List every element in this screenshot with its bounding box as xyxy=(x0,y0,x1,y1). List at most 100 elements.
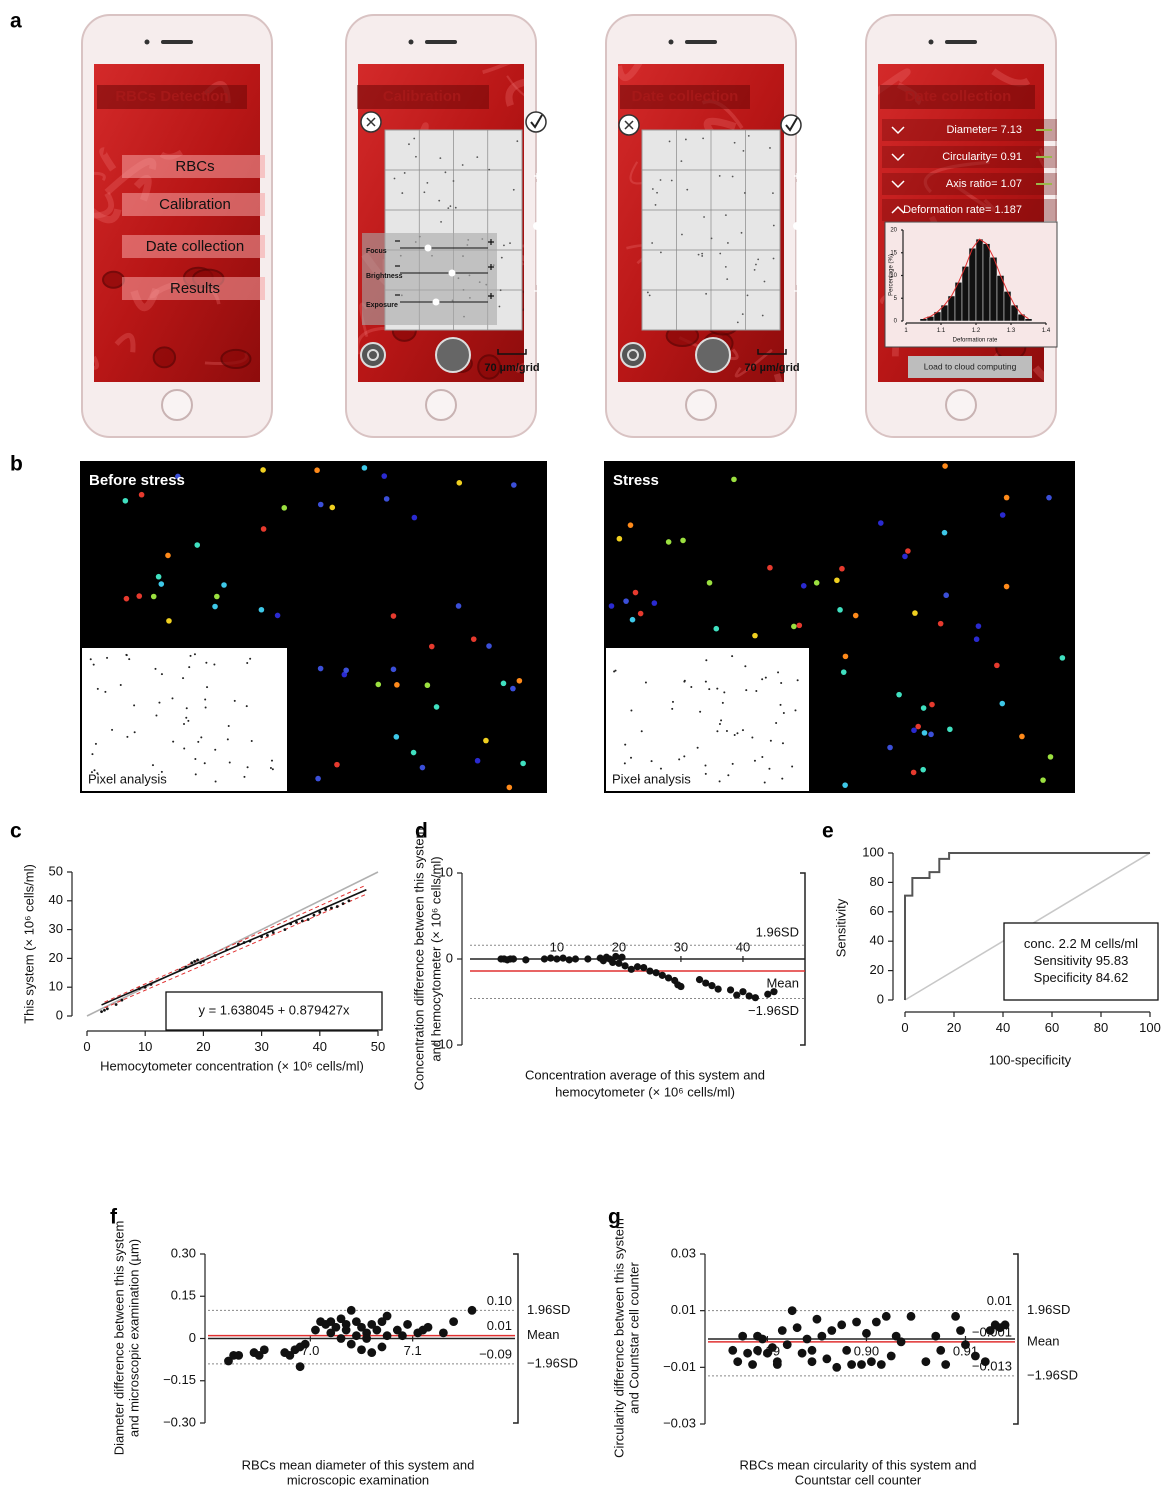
cell-marker xyxy=(456,603,462,609)
x-axis-label: Concentration average of this system and xyxy=(525,1067,765,1082)
pixel-dot xyxy=(155,715,157,717)
data-point xyxy=(951,1312,960,1321)
image-title: Before stress xyxy=(89,472,185,489)
cell-marker xyxy=(938,621,944,627)
capture-button[interactable] xyxy=(696,338,730,372)
cell-marker xyxy=(731,477,737,483)
cell-marker xyxy=(911,770,917,776)
screen-title: Date collection xyxy=(905,88,1012,105)
cell-dot xyxy=(747,294,749,296)
pixel-dot xyxy=(161,673,163,675)
pixel-dot xyxy=(624,762,626,764)
capture-button[interactable] xyxy=(436,338,470,372)
cell-dot xyxy=(423,191,425,193)
x-tick-label: 50 xyxy=(371,1039,385,1054)
pixel-dot xyxy=(726,730,728,732)
data-point xyxy=(296,1343,305,1352)
pixel-dot xyxy=(154,668,156,670)
y-tick-label: 0.03 xyxy=(671,1245,696,1260)
cell-marker xyxy=(429,644,435,650)
settings-icon[interactable] xyxy=(621,343,645,367)
pixel-dot xyxy=(271,760,273,762)
menu-item[interactable]: RBCs xyxy=(175,158,214,175)
cell-marker xyxy=(617,536,623,542)
data-point xyxy=(621,962,628,969)
y-axis-label: This system (× 10⁶ cells/ml) xyxy=(21,864,36,1024)
zoom-knob[interactable] xyxy=(793,222,801,230)
data-point xyxy=(764,991,771,998)
y-tick-label: 50 xyxy=(49,863,63,878)
menu-item[interactable]: Results xyxy=(170,280,220,297)
cell-marker xyxy=(943,592,949,598)
menu-item[interactable]: Calibration xyxy=(159,196,231,213)
cell-marker xyxy=(1019,734,1025,740)
zoom-knob[interactable] xyxy=(533,222,541,230)
pixel-dot xyxy=(182,677,184,679)
x-tick-label: 40 xyxy=(313,1039,327,1054)
cell-marker xyxy=(911,727,917,733)
data-point xyxy=(921,1357,930,1366)
screen-title: RBCs Detection xyxy=(115,88,228,105)
pixel-dot xyxy=(227,738,229,740)
settings-icon[interactable] xyxy=(361,343,385,367)
cell-marker xyxy=(652,600,658,606)
data-point xyxy=(398,1331,407,1340)
check-icon[interactable] xyxy=(526,112,546,132)
slider-knob[interactable] xyxy=(433,299,440,306)
y-tick-label: 0.30 xyxy=(171,1245,196,1260)
data-point xyxy=(877,1360,886,1369)
x-tick-label: 20 xyxy=(612,939,626,954)
data-point xyxy=(510,955,517,962)
data-point xyxy=(372,1326,381,1335)
inset-label: Pixel analysis xyxy=(88,771,167,786)
data-point xyxy=(311,1326,320,1335)
data-point xyxy=(842,1346,851,1355)
menu-item[interactable]: Date collection xyxy=(146,238,244,255)
pixel-dot xyxy=(206,686,208,688)
cell-marker xyxy=(281,505,287,511)
data-point xyxy=(566,956,573,963)
x-tick-label: 7.1 xyxy=(404,1343,422,1358)
histogram-bar xyxy=(983,244,990,321)
cell-marker xyxy=(394,682,400,688)
slider-label: Brightness xyxy=(366,273,403,280)
cell-marker xyxy=(1040,777,1046,783)
pixel-dot xyxy=(183,747,185,749)
cell-dot xyxy=(476,156,478,158)
data-point xyxy=(283,928,286,931)
cell-marker xyxy=(999,701,1005,707)
data-point xyxy=(337,1334,346,1343)
pixel-dot xyxy=(745,689,747,691)
x-tick-label: 100 xyxy=(1139,1020,1161,1035)
cell-dot xyxy=(450,205,452,207)
data-point xyxy=(882,1312,891,1321)
data-point xyxy=(237,943,240,946)
pixel-dot xyxy=(187,720,189,722)
data-point xyxy=(822,1354,831,1363)
slider-knob[interactable] xyxy=(449,270,456,277)
cell-marker xyxy=(315,776,321,782)
data-point xyxy=(362,1334,371,1343)
histogram-bar xyxy=(920,319,927,321)
pixel-dot xyxy=(782,742,784,744)
pixel-dot xyxy=(761,756,763,758)
reference-line xyxy=(104,894,366,1008)
data-point xyxy=(981,1357,990,1366)
cell-marker xyxy=(501,681,507,687)
cell-marker xyxy=(791,624,797,630)
y-tick-label: 10 xyxy=(49,979,63,994)
check-icon[interactable] xyxy=(781,115,801,135)
data-point xyxy=(330,907,333,910)
pixel-dot xyxy=(134,731,136,733)
data-point xyxy=(260,1345,269,1354)
data-point xyxy=(348,899,351,902)
pixel-dot xyxy=(190,655,192,657)
x-tick-label: 0 xyxy=(901,1020,908,1035)
y-axis-label: and Countstar cell counter xyxy=(626,1261,641,1413)
pixel-dot xyxy=(705,681,707,683)
cell-marker xyxy=(517,678,523,684)
data-point xyxy=(150,983,153,986)
pixel-dot xyxy=(152,764,154,766)
slider-knob[interactable] xyxy=(425,245,432,252)
data-point xyxy=(739,988,746,995)
